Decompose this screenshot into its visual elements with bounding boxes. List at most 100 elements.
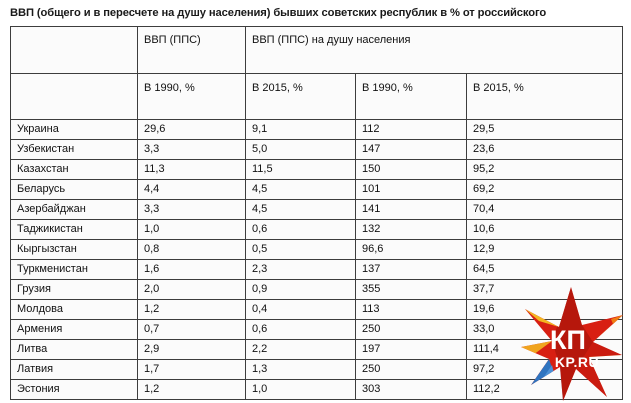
cell-gdp-2015: 4,5 <box>245 179 356 200</box>
cell-percapita-1990: 355 <box>355 279 467 300</box>
cell-country-name: Узбекистан <box>10 139 138 160</box>
cell-country-name: Таджикистан <box>10 219 138 240</box>
cell-percapita-2015: 112,2 <box>465 379 624 400</box>
cell-percapita-2015: 29,5 <box>465 119 624 140</box>
cell-gdp-2015: 1,3 <box>245 359 356 380</box>
cell-gdp-1990: 3,3 <box>137 139 246 160</box>
cell-percapita-2015: 23,6 <box>465 139 624 160</box>
table-row: Таджикистан 1,0 0,6 132 10,6 <box>10 219 624 240</box>
table-row: Армения 0,7 0,6 250 33,0 <box>10 319 624 340</box>
cell-gdp-2015: 9,1 <box>245 119 356 140</box>
cell-gdp-1990: 2,9 <box>137 339 246 360</box>
cell-gdp-1990: 1,7 <box>137 359 246 380</box>
cell-percapita-2015: 37,7 <box>465 279 624 300</box>
table-row: Кыргызстан 0,8 0,5 96,6 12,9 <box>10 239 624 260</box>
cell-country-name: Казахстан <box>10 159 138 180</box>
cell-percapita-2015: 95,2 <box>465 159 624 180</box>
table-row: Туркменистан 1,6 2,3 137 64,5 <box>10 259 624 280</box>
cell-country-name: Беларусь <box>10 179 138 200</box>
cell-country-name: Туркменистан <box>10 259 138 280</box>
subheader-gdp-2015: В 2015, % <box>245 73 356 120</box>
cell-percapita-2015: 10,6 <box>465 219 624 240</box>
cell-percapita-2015: 70,4 <box>465 199 624 220</box>
cell-percapita-1990: 150 <box>355 159 467 180</box>
cell-country-name: Латвия <box>10 359 138 380</box>
table-row: Латвия 1,7 1,3 250 97,2 <box>10 359 624 380</box>
cell-percapita-1990: 112 <box>355 119 467 140</box>
table-row: Украина 29,6 9,1 112 29,5 <box>10 119 624 140</box>
cell-gdp-1990: 1,2 <box>137 379 246 400</box>
cell-percapita-2015: 12,9 <box>465 239 624 260</box>
cell-gdp-2015: 11,5 <box>245 159 356 180</box>
cell-gdp-1990: 1,0 <box>137 219 246 240</box>
cell-gdp-2015: 0,4 <box>245 299 356 320</box>
cell-percapita-1990: 250 <box>355 319 467 340</box>
cell-gdp-2015: 4,5 <box>245 199 356 220</box>
cell-gdp-1990: 1,2 <box>137 299 246 320</box>
cell-percapita-2015: 19,6 <box>465 299 624 320</box>
page-title: ВВП (общего и в пересчете на душу населе… <box>10 7 547 19</box>
header-corner-cell <box>10 26 138 74</box>
cell-percapita-1990: 96,6 <box>355 239 467 260</box>
header-group-gdp: ВВП (ППС) <box>137 26 246 74</box>
cell-gdp-2015: 0,5 <box>245 239 356 260</box>
subheader-percapita-1990: В 1990, % <box>355 73 467 120</box>
gdp-table: ВВП (ППС) ВВП (ППС) на душу населения В … <box>10 26 624 400</box>
cell-gdp-2015: 2,3 <box>245 259 356 280</box>
table-row: Азербайджан 3,3 4,5 141 70,4 <box>10 199 624 220</box>
subheader-gdp-1990: В 1990, % <box>137 73 246 120</box>
cell-percapita-1990: 132 <box>355 219 467 240</box>
cell-percapita-1990: 113 <box>355 299 467 320</box>
table-row: Беларусь 4,4 4,5 101 69,2 <box>10 179 624 200</box>
table-group-header-row: ВВП (ППС) ВВП (ППС) на душу населения <box>10 26 624 74</box>
gdp-table-container: ВВП (ППС) ВВП (ППС) на душу населения В … <box>10 26 624 400</box>
table-row: Молдова 1,2 0,4 113 19,6 <box>10 299 624 320</box>
table-body: Украина 29,6 9,1 112 29,5 Узбекистан 3,3 5,0 147… <box>10 119 624 400</box>
cell-country-name: Украина <box>10 119 138 140</box>
cell-gdp-2015: 2,2 <box>245 339 356 360</box>
subheader-percapita-2015: В 2015, % <box>465 73 624 120</box>
cell-percapita-2015: 69,2 <box>465 179 624 200</box>
header-group-gdp-per-capita: ВВП (ППС) на душу населения <box>244 26 624 74</box>
cell-percapita-2015: 64,5 <box>465 259 624 280</box>
cell-country-name: Кыргызстан <box>10 239 138 260</box>
cell-gdp-1990: 1,6 <box>137 259 246 280</box>
cell-gdp-1990: 29,6 <box>137 119 246 140</box>
table-row: Эстония 1,2 1,0 303 112,2 <box>10 379 624 400</box>
table-row: Казахстан 11,3 11,5 150 95,2 <box>10 159 624 180</box>
cell-gdp-1990: 2,0 <box>137 279 246 300</box>
table-row: Грузия 2,0 0,9 355 37,7 <box>10 279 624 300</box>
cell-percapita-1990: 197 <box>355 339 467 360</box>
cell-gdp-1990: 4,4 <box>137 179 246 200</box>
cell-percapita-2015: 97,2 <box>465 359 624 380</box>
cell-percapita-1990: 137 <box>355 259 467 280</box>
table-row: Литва 2,9 2,2 197 111,4 <box>10 339 624 360</box>
cell-gdp-1990: 3,3 <box>137 199 246 220</box>
cell-gdp-2015: 0,6 <box>245 319 356 340</box>
cell-country-name: Молдова <box>10 299 138 320</box>
subheader-corner-cell <box>10 73 138 120</box>
cell-gdp-2015: 0,6 <box>245 219 356 240</box>
cell-percapita-2015: 111,4 <box>465 339 624 360</box>
cell-percapita-1990: 101 <box>355 179 467 200</box>
table-subheader-row: В 1990, % В 2015, % В 1990, % В 2015, % <box>10 73 624 120</box>
cell-gdp-1990: 0,7 <box>137 319 246 340</box>
cell-percapita-1990: 303 <box>355 379 467 400</box>
cell-country-name: Армения <box>10 319 138 340</box>
cell-gdp-2015: 0,9 <box>245 279 356 300</box>
cell-percapita-1990: 250 <box>355 359 467 380</box>
table-row: Узбекистан 3,3 5,0 147 23,6 <box>10 139 624 160</box>
cell-percapita-2015: 33,0 <box>465 319 624 340</box>
cell-percapita-1990: 147 <box>355 139 467 160</box>
cell-gdp-1990: 0,8 <box>137 239 246 260</box>
cell-gdp-2015: 1,0 <box>245 379 356 400</box>
cell-gdp-2015: 5,0 <box>245 139 356 160</box>
cell-country-name: Грузия <box>10 279 138 300</box>
cell-percapita-1990: 141 <box>355 199 467 220</box>
cell-country-name: Азербайджан <box>10 199 138 220</box>
cell-gdp-1990: 11,3 <box>137 159 246 180</box>
cell-country-name: Эстония <box>10 379 138 400</box>
cell-country-name: Литва <box>10 339 138 360</box>
table-head: ВВП (ППС) ВВП (ППС) на душу населения В … <box>10 26 624 120</box>
